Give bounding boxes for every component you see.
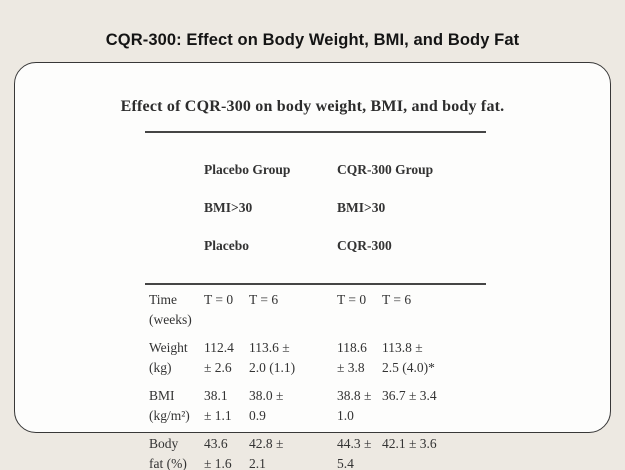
row-label: Body fat (%) — [149, 436, 187, 470]
value-cell: 44.3 ± 5.4 — [337, 436, 372, 470]
table-row-bmi: BMI (kg/m²) 38.1 ± 1.1 38.0 ± 0.9 38.8 ±… — [145, 381, 486, 429]
row-label: BMI (kg/m²) — [149, 388, 190, 423]
row-label: Weight (kg) — [149, 340, 188, 375]
group-treatment: Placebo — [204, 238, 249, 253]
group-treatment: CQR-300 — [337, 238, 392, 253]
table-row-weight: Weight (kg) 112.4 ± 2.6 113.6 ± 2.0 (1.1… — [145, 333, 486, 381]
value-cell: 38.1 ± 1.1 — [204, 388, 232, 423]
time-cell: T = 6 — [249, 292, 279, 307]
page-title: CQR-300: Effect on Body Weight, BMI, and… — [105, 31, 520, 49]
time-cell: T = 0 — [204, 292, 234, 307]
results-table: Placebo Group BMI>30 Placebo CQR-300 Gro… — [145, 131, 487, 470]
value-cell: 112.4 ± 2.6 — [204, 340, 234, 375]
table-row-time: Time (weeks) T = 0 T = 6 T = 0 T = 6 — [145, 284, 486, 333]
group-name: CQR-300 Group — [337, 162, 434, 177]
value-cell: 36.7 ± 3.4 — [382, 388, 437, 403]
group-name: Placebo Group — [204, 162, 291, 177]
value-cell: 38.8 ± 1.0 — [337, 388, 372, 423]
row-label: Time (weeks) — [149, 292, 192, 327]
value-cell: 43.6 ± 1.6 — [204, 436, 232, 470]
table-row-bodyfat: Body fat (%) 43.6 ± 1.6 42.8 ± 2.1 44.3 … — [145, 429, 486, 470]
group-header-placebo: Placebo Group BMI>30 Placebo — [204, 132, 338, 285]
group-criteria: BMI>30 — [337, 200, 386, 215]
group-header-cqr300: CQR-300 Group BMI>30 CQR-300 — [337, 132, 487, 285]
time-cell: T = 0 — [337, 292, 367, 307]
group-header-row: Placebo Group BMI>30 Placebo CQR-300 Gro… — [145, 132, 487, 285]
value-cell: 42.8 ± 2.1 — [249, 436, 284, 470]
table-title: Effect of CQR-300 on body weight, BMI, a… — [120, 98, 505, 115]
group-header-spacer — [145, 132, 204, 285]
value-cell: 113.8 ± 2.5 (4.0)* — [382, 340, 435, 375]
content-card: Effect of CQR-300 on body weight, BMI, a… — [14, 62, 611, 470]
group-criteria: BMI>30 — [204, 200, 253, 215]
value-cell: 38.0 ± 0.9 — [249, 388, 284, 423]
value-cell: 118.6 ± 3.8 — [337, 340, 367, 375]
time-cell: T = 6 — [382, 292, 412, 307]
value-cell: 42.1 ± 3.6 — [382, 436, 437, 451]
value-cell: 113.6 ± 2.0 (1.1) — [249, 340, 296, 375]
